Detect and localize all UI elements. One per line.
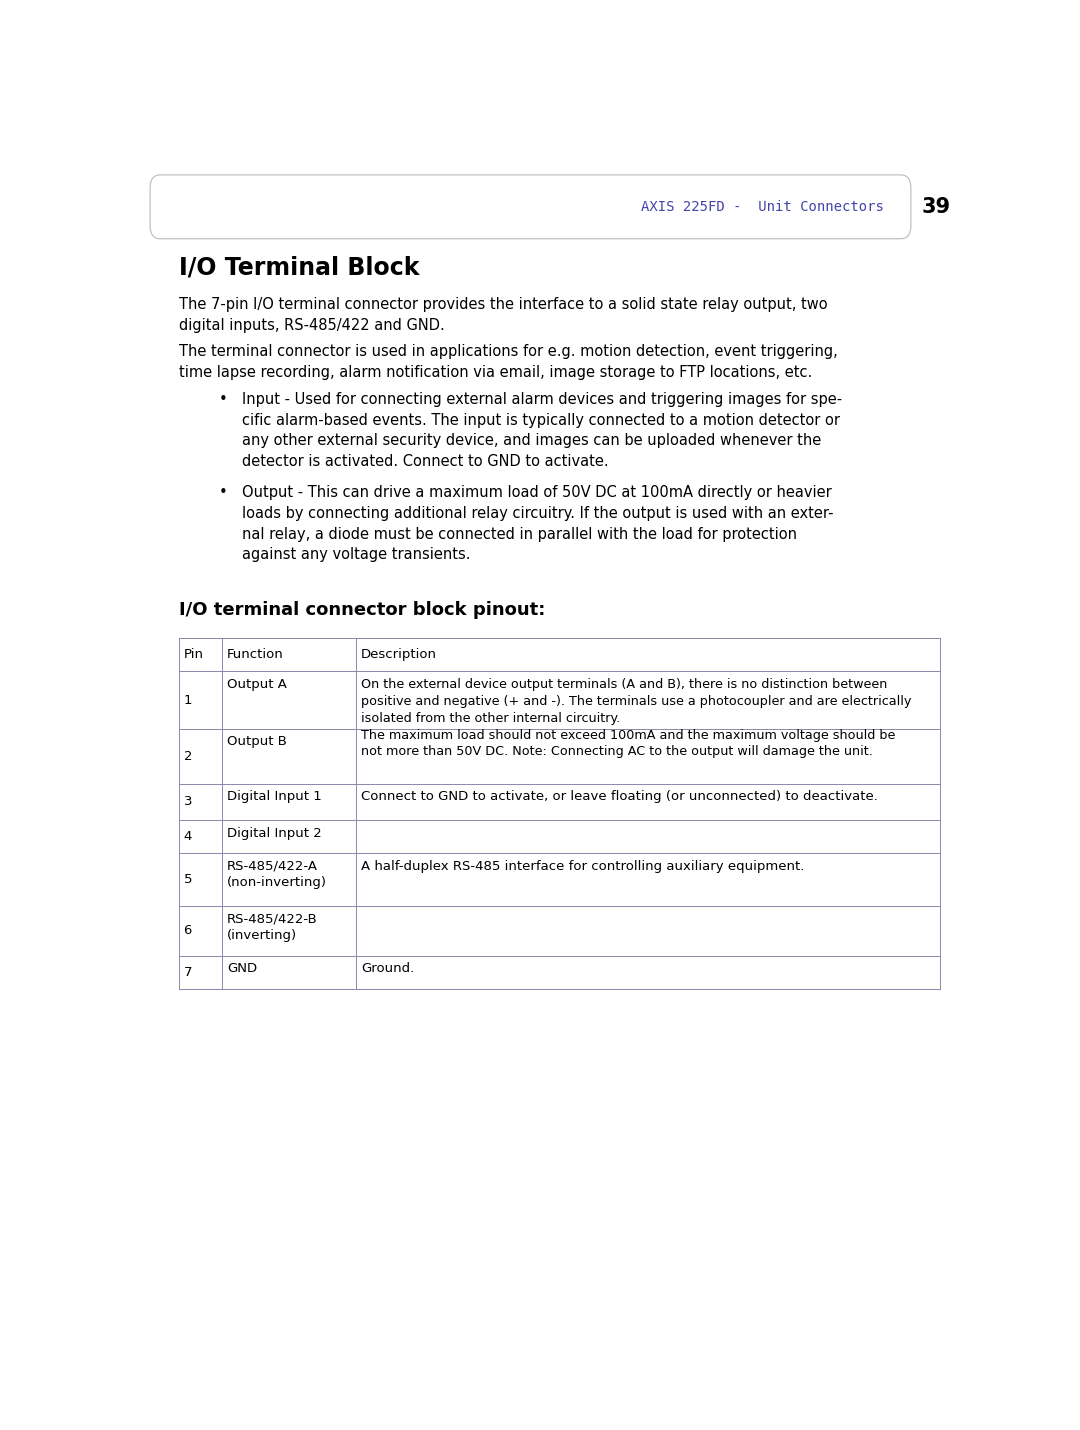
Text: •: •: [218, 485, 228, 500]
Text: Output A: Output A: [227, 678, 287, 691]
Text: Output - This can drive a maximum load of 50V DC at 100mA directly or heavier: Output - This can drive a maximum load o…: [242, 485, 832, 500]
Text: Function: Function: [227, 648, 284, 662]
Text: On the external device output terminals (A and B), there is no distinction betwe: On the external device output terminals …: [361, 678, 912, 758]
Text: Description: Description: [361, 648, 437, 662]
Text: 39: 39: [922, 197, 951, 217]
Text: 6: 6: [184, 924, 192, 937]
Text: GND: GND: [227, 962, 257, 975]
Text: I/O terminal connector block pinout:: I/O terminal connector block pinout:: [178, 601, 545, 619]
Text: loads by connecting additional relay circuitry. If the output is used with an ex: loads by connecting additional relay cir…: [242, 506, 834, 562]
Text: 7: 7: [184, 965, 192, 978]
Text: Output B: Output B: [227, 735, 287, 748]
Text: RS-485/422-A
(non-inverting): RS-485/422-A (non-inverting): [227, 859, 327, 889]
Text: cific alarm-based events. The input is typically connected to a motion detector : cific alarm-based events. The input is t…: [242, 413, 840, 469]
Text: Ground.: Ground.: [361, 962, 415, 975]
Bar: [178, 638, 941, 988]
Text: 3: 3: [184, 795, 192, 808]
Text: Digital Input 1: Digital Input 1: [227, 791, 322, 804]
Text: 2: 2: [184, 749, 192, 762]
Text: 4: 4: [184, 831, 192, 844]
Text: 1: 1: [184, 694, 192, 706]
Text: digital inputs, RS-485/422 and GND.: digital inputs, RS-485/422 and GND.: [178, 317, 444, 333]
Text: A half-duplex RS-485 interface for controlling auxiliary equipment.: A half-duplex RS-485 interface for contr…: [361, 859, 805, 872]
Text: RS-485/422-B
(inverting): RS-485/422-B (inverting): [227, 912, 318, 942]
Text: The terminal connector is used in applications for e.g. motion detection, event : The terminal connector is used in applic…: [178, 345, 837, 359]
Text: Connect to GND to activate, or leave floating (or unconnected) to deactivate.: Connect to GND to activate, or leave flo…: [361, 791, 878, 804]
Text: •: •: [218, 392, 228, 406]
Text: time lapse recording, alarm notification via email, image storage to FTP locatio: time lapse recording, alarm notification…: [178, 366, 812, 380]
Text: 5: 5: [184, 874, 192, 887]
FancyBboxPatch shape: [150, 174, 910, 239]
Text: Pin: Pin: [184, 648, 203, 662]
Text: I/O Terminal Block: I/O Terminal Block: [178, 256, 419, 279]
Text: AXIS 225FD -  Unit Connectors: AXIS 225FD - Unit Connectors: [642, 200, 885, 214]
Text: Digital Input 2: Digital Input 2: [227, 827, 322, 839]
Text: Input - Used for connecting external alarm devices and triggering images for spe: Input - Used for connecting external ala…: [242, 392, 842, 406]
Text: The 7-pin I/O terminal connector provides the interface to a solid state relay o: The 7-pin I/O terminal connector provide…: [178, 297, 827, 312]
